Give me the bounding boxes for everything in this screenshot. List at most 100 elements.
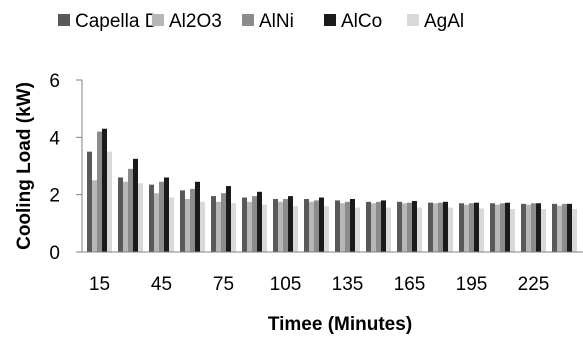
bar-alni-135 (345, 201, 350, 252)
chart-legend: Capella D Al2O3 AlNi AlCo AgAl (58, 11, 464, 32)
bar-alni-105 (283, 198, 288, 252)
bar-alco-135 (350, 198, 355, 252)
bar-alco-75 (226, 186, 231, 252)
x-tick-label: 165 (394, 274, 426, 295)
bar-alni-120 (314, 200, 319, 252)
bar-agal-120 (324, 206, 329, 252)
bar-alni-180 (438, 202, 443, 252)
legend-swatch (407, 14, 419, 26)
y-tick-label: 4 (49, 128, 60, 149)
bar-al2o3-225 (526, 204, 531, 252)
bar-alco-210 (505, 202, 510, 252)
legend-item-capella-d: Capella D (58, 11, 158, 32)
legend-item-alco: AlCo (324, 11, 382, 32)
x-tick-label: 195 (456, 274, 488, 295)
x-tick-labels: 15 45 75 105 135 165 195 225 (89, 274, 549, 295)
bar-al2o3-240 (557, 205, 562, 252)
legend-label: Capella D (75, 11, 158, 32)
series-agal (107, 151, 577, 252)
x-axis-title: Timee (Minutes) (268, 314, 412, 335)
bar-al2o3-90 (247, 201, 252, 252)
bar-al2o3-75 (216, 201, 221, 252)
y-tick-label: 2 (49, 186, 60, 207)
bar-agal-15 (107, 151, 112, 252)
bar-al2o3-105 (278, 201, 283, 252)
bar-agal-75 (231, 203, 236, 252)
bar-capella-d-240 (552, 203, 557, 252)
bar-alni-150 (376, 201, 381, 252)
legend-item-agal: AgAl (407, 11, 464, 32)
bar-alco-240 (567, 203, 572, 252)
bar-al2o3-45 (154, 193, 159, 252)
bar-al2o3-150 (371, 203, 376, 252)
bar-alni-240 (562, 203, 567, 252)
bar-capella-d-45 (149, 184, 154, 252)
legend-swatch (58, 14, 70, 26)
bar-agal-240 (572, 209, 577, 252)
bar-alco-30 (133, 158, 138, 252)
bar-agal-60 (200, 201, 205, 252)
legend-item-alni: AlNi (242, 11, 294, 32)
bar-capella-d-75 (211, 196, 216, 252)
x-tick-label: 225 (518, 274, 550, 295)
bar-alco-120 (319, 197, 324, 252)
bar-alco-195 (474, 202, 479, 252)
bar-alco-45 (164, 177, 169, 252)
legend-item-al2o3: Al2O3 (152, 11, 222, 32)
bar-capella-d-210 (490, 203, 495, 252)
bar-agal-105 (293, 206, 298, 252)
bar-agal-45 (169, 197, 174, 252)
bar-agal-90 (262, 204, 267, 252)
series-capella-d (87, 151, 557, 252)
bar-capella-d-30 (118, 177, 123, 252)
bar-capella-d-120 (304, 198, 309, 252)
legend-label: Al2O3 (169, 11, 222, 32)
bar-alni-15 (97, 131, 102, 252)
y-tick-labels: 0 2 4 6 (49, 71, 82, 264)
y-axis-title: Cooling Load (kW) (14, 82, 35, 250)
bar-agal-210 (510, 209, 515, 252)
bar-agal-225 (541, 209, 546, 252)
legend-label: AlCo (341, 11, 382, 32)
bar-capella-d-225 (521, 203, 526, 252)
bar-alco-60 (195, 181, 200, 252)
bar-agal-180 (448, 207, 453, 252)
bar-capella-d-15 (87, 151, 92, 252)
bar-alco-105 (288, 196, 293, 252)
bar-capella-d-60 (180, 190, 185, 252)
bar-alni-195 (469, 203, 474, 252)
bar-agal-165 (417, 207, 422, 252)
bar-capella-d-150 (366, 201, 371, 252)
x-tick-label: 45 (151, 274, 172, 295)
bar-alco-165 (412, 200, 417, 252)
bar-alni-90 (252, 196, 257, 252)
bar-alni-165 (407, 202, 412, 252)
bar-alco-180 (443, 201, 448, 252)
bar-agal-30 (138, 183, 143, 252)
bar-alco-15 (102, 128, 107, 252)
bar-alni-45 (159, 181, 164, 252)
legend-swatch (242, 14, 254, 26)
bar-al2o3-30 (123, 181, 128, 252)
bar-capella-d-135 (335, 200, 340, 252)
bar-alco-225 (536, 203, 541, 252)
bar-alco-150 (381, 200, 386, 252)
legend-label: AlNi (259, 11, 294, 32)
x-tick-label: 105 (270, 274, 302, 295)
bar-al2o3-60 (185, 198, 190, 252)
bar-al2o3-135 (340, 203, 345, 252)
chart-axes (81, 80, 583, 253)
series-al2o3 (92, 180, 562, 252)
bar-alni-30 (128, 168, 133, 252)
bar-alni-75 (221, 193, 226, 252)
legend-swatch (152, 14, 164, 26)
bar-al2o3-180 (433, 203, 438, 252)
bar-al2o3-15 (92, 180, 97, 252)
bar-capella-d-105 (273, 198, 278, 252)
x-tick-label: 135 (332, 274, 364, 295)
bar-agal-195 (479, 208, 484, 252)
bar-al2o3-210 (495, 204, 500, 252)
bar-alni-210 (500, 203, 505, 252)
bar-al2o3-195 (464, 204, 469, 252)
series-alni (97, 131, 567, 252)
